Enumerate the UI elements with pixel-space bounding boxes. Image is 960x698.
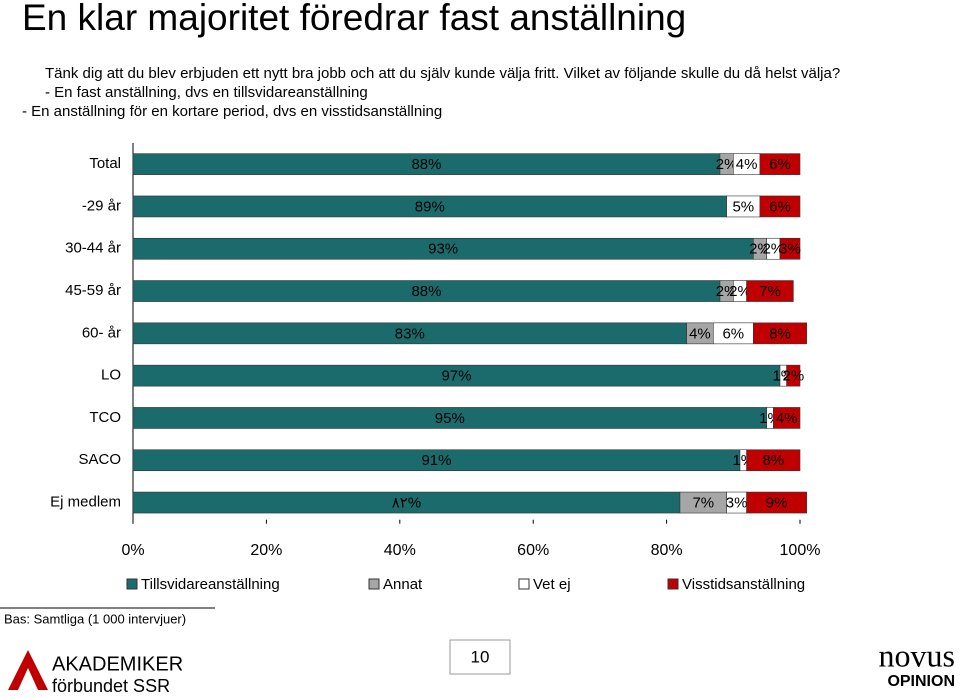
value-label: 2% bbox=[716, 156, 738, 173]
x-tick-label: 100% bbox=[780, 542, 821, 559]
logo-right: novus bbox=[879, 637, 955, 673]
y-tick-label: 45-59 år bbox=[65, 282, 121, 299]
value-label: 2% bbox=[782, 368, 804, 385]
note: Bas: Samtliga (1 000 intervjuer) bbox=[4, 611, 186, 626]
value-label: 2% bbox=[729, 283, 751, 300]
value-label: 4% bbox=[776, 410, 798, 427]
y-tick-label: TCO bbox=[89, 409, 121, 426]
value-label: 6% bbox=[769, 156, 791, 173]
value-label: 9% bbox=[766, 495, 788, 512]
y-tick-label: 60- år bbox=[82, 324, 121, 341]
value-label: 6% bbox=[722, 325, 744, 342]
value-label: 7% bbox=[692, 495, 714, 512]
value-label: 88% bbox=[411, 156, 441, 173]
value-label: 8% bbox=[762, 452, 784, 469]
subtitle: Tänk dig att du blev erbjuden ett nytt b… bbox=[45, 65, 840, 82]
value-label: 3% bbox=[779, 241, 801, 258]
slide-title: En klar majoritet föredrar fast anställn… bbox=[22, 0, 686, 38]
value-label: 95% bbox=[435, 410, 465, 427]
value-label: 2% bbox=[749, 241, 771, 258]
x-tick-label: 80% bbox=[651, 542, 683, 559]
legend-swatch bbox=[126, 578, 138, 590]
logo-icon bbox=[8, 650, 48, 690]
bar-segment bbox=[759, 153, 801, 175]
logo-right: OPINION bbox=[887, 673, 955, 690]
logo-left: förbundet SSR bbox=[52, 676, 170, 696]
page-number-box bbox=[449, 639, 511, 675]
x-tick-label: 40% bbox=[384, 542, 416, 559]
legend-label: Vet ej bbox=[533, 576, 571, 593]
legend-swatch bbox=[368, 578, 380, 590]
y-tick-label: Ej medlem bbox=[50, 494, 121, 511]
y-tick-label: LO bbox=[101, 367, 121, 384]
bar-segment bbox=[773, 407, 801, 429]
value-label: 97% bbox=[441, 368, 471, 385]
value-label: 7% bbox=[759, 283, 781, 300]
x-tick-label: 0% bbox=[121, 542, 144, 559]
value-label: 4% bbox=[689, 325, 711, 342]
bar-segment bbox=[746, 280, 794, 302]
y-tick-label: 30-44 år bbox=[65, 240, 121, 257]
value-label: 8% bbox=[769, 325, 791, 342]
legend-label: Visstidsanställning bbox=[682, 576, 805, 593]
x-tick-label: 60% bbox=[517, 542, 549, 559]
y-tick-label: Total bbox=[89, 155, 121, 172]
y-tick-label: -29 år bbox=[82, 197, 121, 214]
value-label: 5% bbox=[732, 198, 754, 215]
x-tick-label: 20% bbox=[250, 542, 282, 559]
y-tick-label: SACO bbox=[78, 451, 121, 468]
value-label: 89% bbox=[415, 198, 445, 215]
bar-segment bbox=[779, 237, 801, 260]
bar-segment bbox=[759, 195, 801, 218]
page-number: 10 bbox=[471, 647, 490, 666]
value-label: 83% bbox=[395, 325, 425, 342]
value-label: 4% bbox=[736, 156, 758, 173]
subtitle: - En anställning för en kortare period, … bbox=[22, 103, 442, 120]
bar-segment bbox=[786, 364, 801, 387]
value-label: 3% bbox=[726, 495, 748, 512]
value-label: ٨٢% bbox=[392, 495, 421, 512]
bar-segment bbox=[746, 449, 801, 472]
legend-swatch bbox=[667, 578, 679, 590]
legend-label: Tillsvidareanställning bbox=[141, 576, 280, 593]
value-label: 6% bbox=[769, 198, 791, 215]
legend-swatch bbox=[518, 578, 530, 590]
value-label: 2% bbox=[716, 283, 738, 300]
value-label: 2% bbox=[762, 241, 784, 258]
logo-left: AKADEMIKER bbox=[52, 653, 183, 675]
value-label: 91% bbox=[421, 452, 451, 469]
subtitle: - En fast anställning, dvs en tillsvidar… bbox=[45, 84, 368, 101]
value-label: 93% bbox=[428, 241, 458, 258]
value-label: 88% bbox=[411, 283, 441, 300]
bar-segment bbox=[753, 322, 807, 345]
bar-segment bbox=[746, 491, 807, 514]
legend-label: Annat bbox=[383, 576, 423, 593]
